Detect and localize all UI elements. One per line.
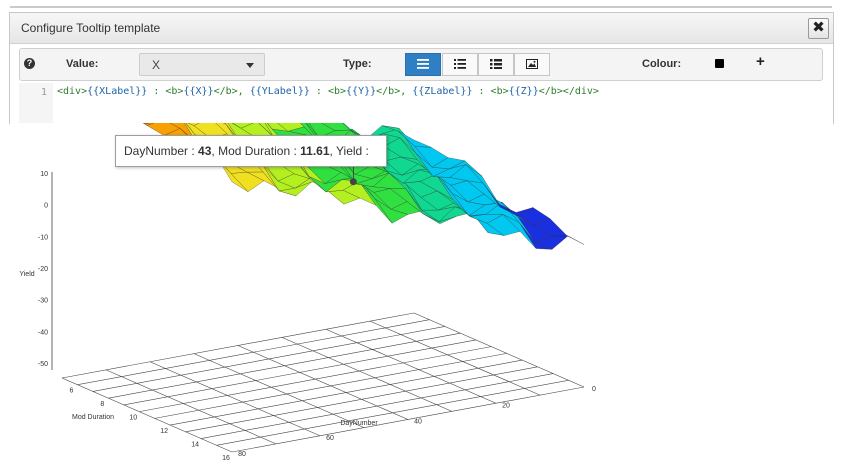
colour-label: Colour: <box>642 58 682 70</box>
top-divider <box>10 6 832 8</box>
template-markup: : <b> <box>472 86 509 97</box>
dialog-titlebar: Configure Tooltip template ✖ <box>10 13 833 44</box>
template-code-editor[interactable]: 1 <div>{{XLabel}} : <b>{{X}}</b>, {{YLab… <box>19 83 831 123</box>
type-paragraph-button[interactable] <box>405 53 441 76</box>
template-markup: </b>, <box>213 86 250 97</box>
template-variable: {{ZLabel}} <box>412 86 473 97</box>
axis-labels: 10 0 -10 -20 -30 -40 -50 Yield 6 8 10 12 14 16 Mod Dur… <box>19 171 596 462</box>
line-number: 1 <box>40 87 47 98</box>
grid-line <box>281 337 453 412</box>
dialog-title: Configure Tooltip template <box>21 21 161 35</box>
template-markup: </b></div> <box>538 86 599 97</box>
mod-duration-tick-label: 8 <box>100 401 104 408</box>
day-number-tick-label: 80 <box>238 451 246 458</box>
tooltip-y-label: Mod Duration <box>218 144 291 158</box>
tooltip-x-label: DayNumber <box>124 144 189 158</box>
type-label: Type: <box>343 58 372 70</box>
floor-grid <box>51 172 585 453</box>
tooltip-z-label: Yield <box>335 144 363 158</box>
template-markup: </b>, <box>376 86 413 97</box>
grid-line <box>193 353 365 428</box>
grid-line <box>369 320 541 396</box>
template-toolbar: ? Value: X Type: <box>19 48 823 81</box>
template-variable: {{X}} <box>183 86 214 97</box>
y-tick-label: 10 <box>40 171 48 178</box>
tooltip-sep: : <box>188 144 199 158</box>
surface-cell <box>397 130 432 148</box>
template-markup: : <b> <box>309 86 347 97</box>
mod-duration-axis-title: Mod Duration <box>72 414 114 421</box>
grid-line <box>105 369 277 445</box>
close-button[interactable]: ✖ <box>808 18 829 39</box>
template-variable: {{Z}} <box>508 86 539 97</box>
tooltip-comma: , <box>211 144 219 158</box>
y-tick-label: 0 <box>44 203 48 210</box>
tooltip-sep: : <box>290 144 301 158</box>
y-tick-label: -50 <box>38 361 48 368</box>
mod-duration-tick-label: 14 <box>191 442 199 449</box>
y-tick-label: -20 <box>38 266 48 273</box>
template-variable: {{YLabel}} <box>249 86 310 97</box>
mod-duration-tick-label: 16 <box>222 455 230 462</box>
template-variable: {{XLabel}} <box>87 86 148 97</box>
value-select[interactable]: X <box>139 53 265 76</box>
day-number-tick-label: 20 <box>502 402 510 409</box>
tooltip-y-value: 11.61 <box>300 144 330 158</box>
type-numbered-list-button[interactable] <box>478 53 514 76</box>
day-number-axis-title: DayNumber <box>340 420 378 427</box>
mod-duration-tick-label: 6 <box>70 388 74 395</box>
paragraph-icon <box>417 59 429 69</box>
add-button[interactable]: + <box>756 53 765 70</box>
bullet-list-icon <box>454 59 466 69</box>
grid-line <box>413 312 585 388</box>
type-image-button[interactable] <box>514 53 550 76</box>
code-line[interactable]: <div>{{XLabel}} : <b>{{X}}</b>, {{YLabel… <box>57 86 599 97</box>
template-variable: {{Y}} <box>346 86 377 97</box>
tooltip-template-dialog: Configure Tooltip template ✖ ? Value: X … <box>9 12 834 124</box>
day-number-tick-label: 40 <box>414 419 422 426</box>
numbered-list-icon <box>490 59 502 69</box>
editor-gutter: 1 <box>19 83 53 123</box>
tooltip-comma: , <box>329 144 336 158</box>
template-markup: : <b> <box>147 86 184 97</box>
grid-line <box>325 328 497 404</box>
mod-duration-tick-label: 10 <box>129 415 137 422</box>
image-icon <box>526 59 538 69</box>
colour-swatch[interactable] <box>715 59 724 68</box>
help-icon[interactable]: ? <box>24 58 35 69</box>
highlight-point <box>349 178 357 186</box>
day-number-tick-label: 60 <box>326 435 334 442</box>
data-tooltip: DayNumber : 43, Mod Duration : 11.61, Yi… <box>115 135 387 167</box>
tooltip-sep: : <box>362 144 369 158</box>
y-tick-label: -40 <box>38 329 48 336</box>
value-label: Value: <box>66 58 99 70</box>
template-markup: <div> <box>57 86 88 97</box>
tooltip-x-value: 43 <box>198 144 212 158</box>
type-bullet-list-button[interactable] <box>442 53 478 76</box>
surface-cell <box>112 90 147 125</box>
y-tick-label: -30 <box>38 298 48 305</box>
grid-line <box>61 377 233 453</box>
mod-duration-tick-label: 12 <box>160 428 168 435</box>
chevron-down-icon <box>246 63 254 68</box>
day-number-tick-label: 0 <box>592 386 596 393</box>
y-tick-label: -10 <box>38 234 48 241</box>
value-select-text: X <box>152 58 161 72</box>
grid-line <box>237 345 409 420</box>
grid-line <box>149 361 321 437</box>
y-axis-title: Yield <box>19 271 34 278</box>
surface-chart[interactable]: 10 0 -10 -20 -30 -40 -50 Yield 6 8 10 12 14 16 Mod Dur… <box>0 68 842 463</box>
